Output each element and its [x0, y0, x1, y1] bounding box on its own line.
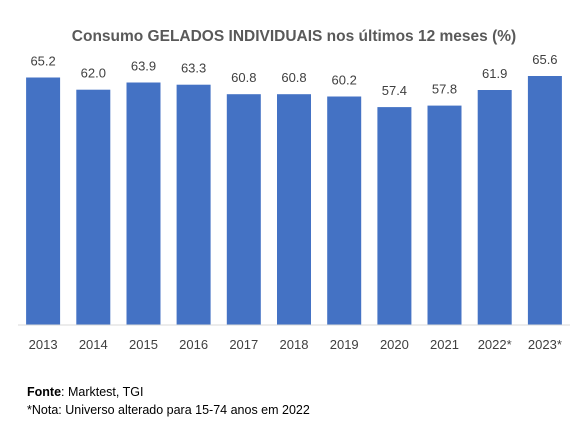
x-tick-label-2021: 2021 [430, 337, 459, 352]
x-tick-label-2015: 2015 [129, 337, 158, 352]
data-label-2013: 65.2 [30, 54, 55, 69]
bars-group [26, 76, 562, 325]
bar-2017 [226, 94, 261, 325]
data-label-2022-star: 61.9 [482, 66, 507, 81]
bar-2019 [327, 96, 362, 325]
bar-2013 [26, 77, 61, 325]
data-label-2020: 57.4 [382, 83, 407, 98]
chart-title: Consumo GELADOS INDIVIDUAIS nos últimos … [72, 28, 516, 45]
x-tick-label-2023-star: 2023* [528, 337, 562, 352]
data-labels-group: 65.2 62.0 63.9 63.3 60.8 60.8 60.2 57.4 57.8 61.9… [30, 52, 557, 98]
footnote: *Nota: Universo alterado para 15-74 anos… [27, 403, 310, 417]
x-tick-label-2017: 2017 [229, 337, 258, 352]
source-line: Fonte: Marktest, TGI [27, 383, 310, 401]
data-label-2017: 60.8 [231, 70, 256, 85]
source-label: Fonte [27, 385, 62, 399]
data-label-2016: 63.3 [181, 61, 206, 76]
data-label-2019: 60.2 [332, 73, 357, 88]
bar-2020 [377, 107, 412, 325]
bar-2018 [277, 94, 311, 325]
x-tick-label-2014: 2014 [79, 337, 108, 352]
bar-2014 [76, 89, 111, 325]
x-tick-label-2016: 2016 [179, 337, 208, 352]
bar-2022-star [477, 90, 512, 325]
bar-2016 [176, 84, 211, 325]
x-tick-label-2022-star: 2022* [478, 337, 512, 352]
x-tick-label-2018: 2018 [280, 337, 309, 352]
data-label-2018: 60.8 [281, 70, 306, 85]
data-label-2023-star: 65.6 [532, 52, 557, 67]
source-text: : Marktest, TGI [61, 385, 144, 399]
x-tick-label-2019: 2019 [330, 337, 359, 352]
chart-notes: Fonte: Marktest, TGI *Nota: Universo alt… [27, 383, 310, 419]
data-label-2015: 63.9 [131, 59, 156, 74]
bar-2021 [427, 105, 462, 325]
data-label-2021: 57.8 [432, 82, 457, 97]
bar-2023-star [527, 76, 562, 325]
x-tick-label-2020: 2020 [380, 337, 409, 352]
bar-2015 [126, 82, 161, 325]
bar-chart: Consumo GELADOS INDIVIDUAIS nos últimos … [18, 28, 570, 352]
x-tick-labels-group: 2013 2014 2015 2016 2017 2018 2019 2020 2021 2022… [29, 337, 562, 352]
data-label-2014: 62.0 [81, 66, 106, 81]
x-tick-label-2013: 2013 [29, 337, 58, 352]
